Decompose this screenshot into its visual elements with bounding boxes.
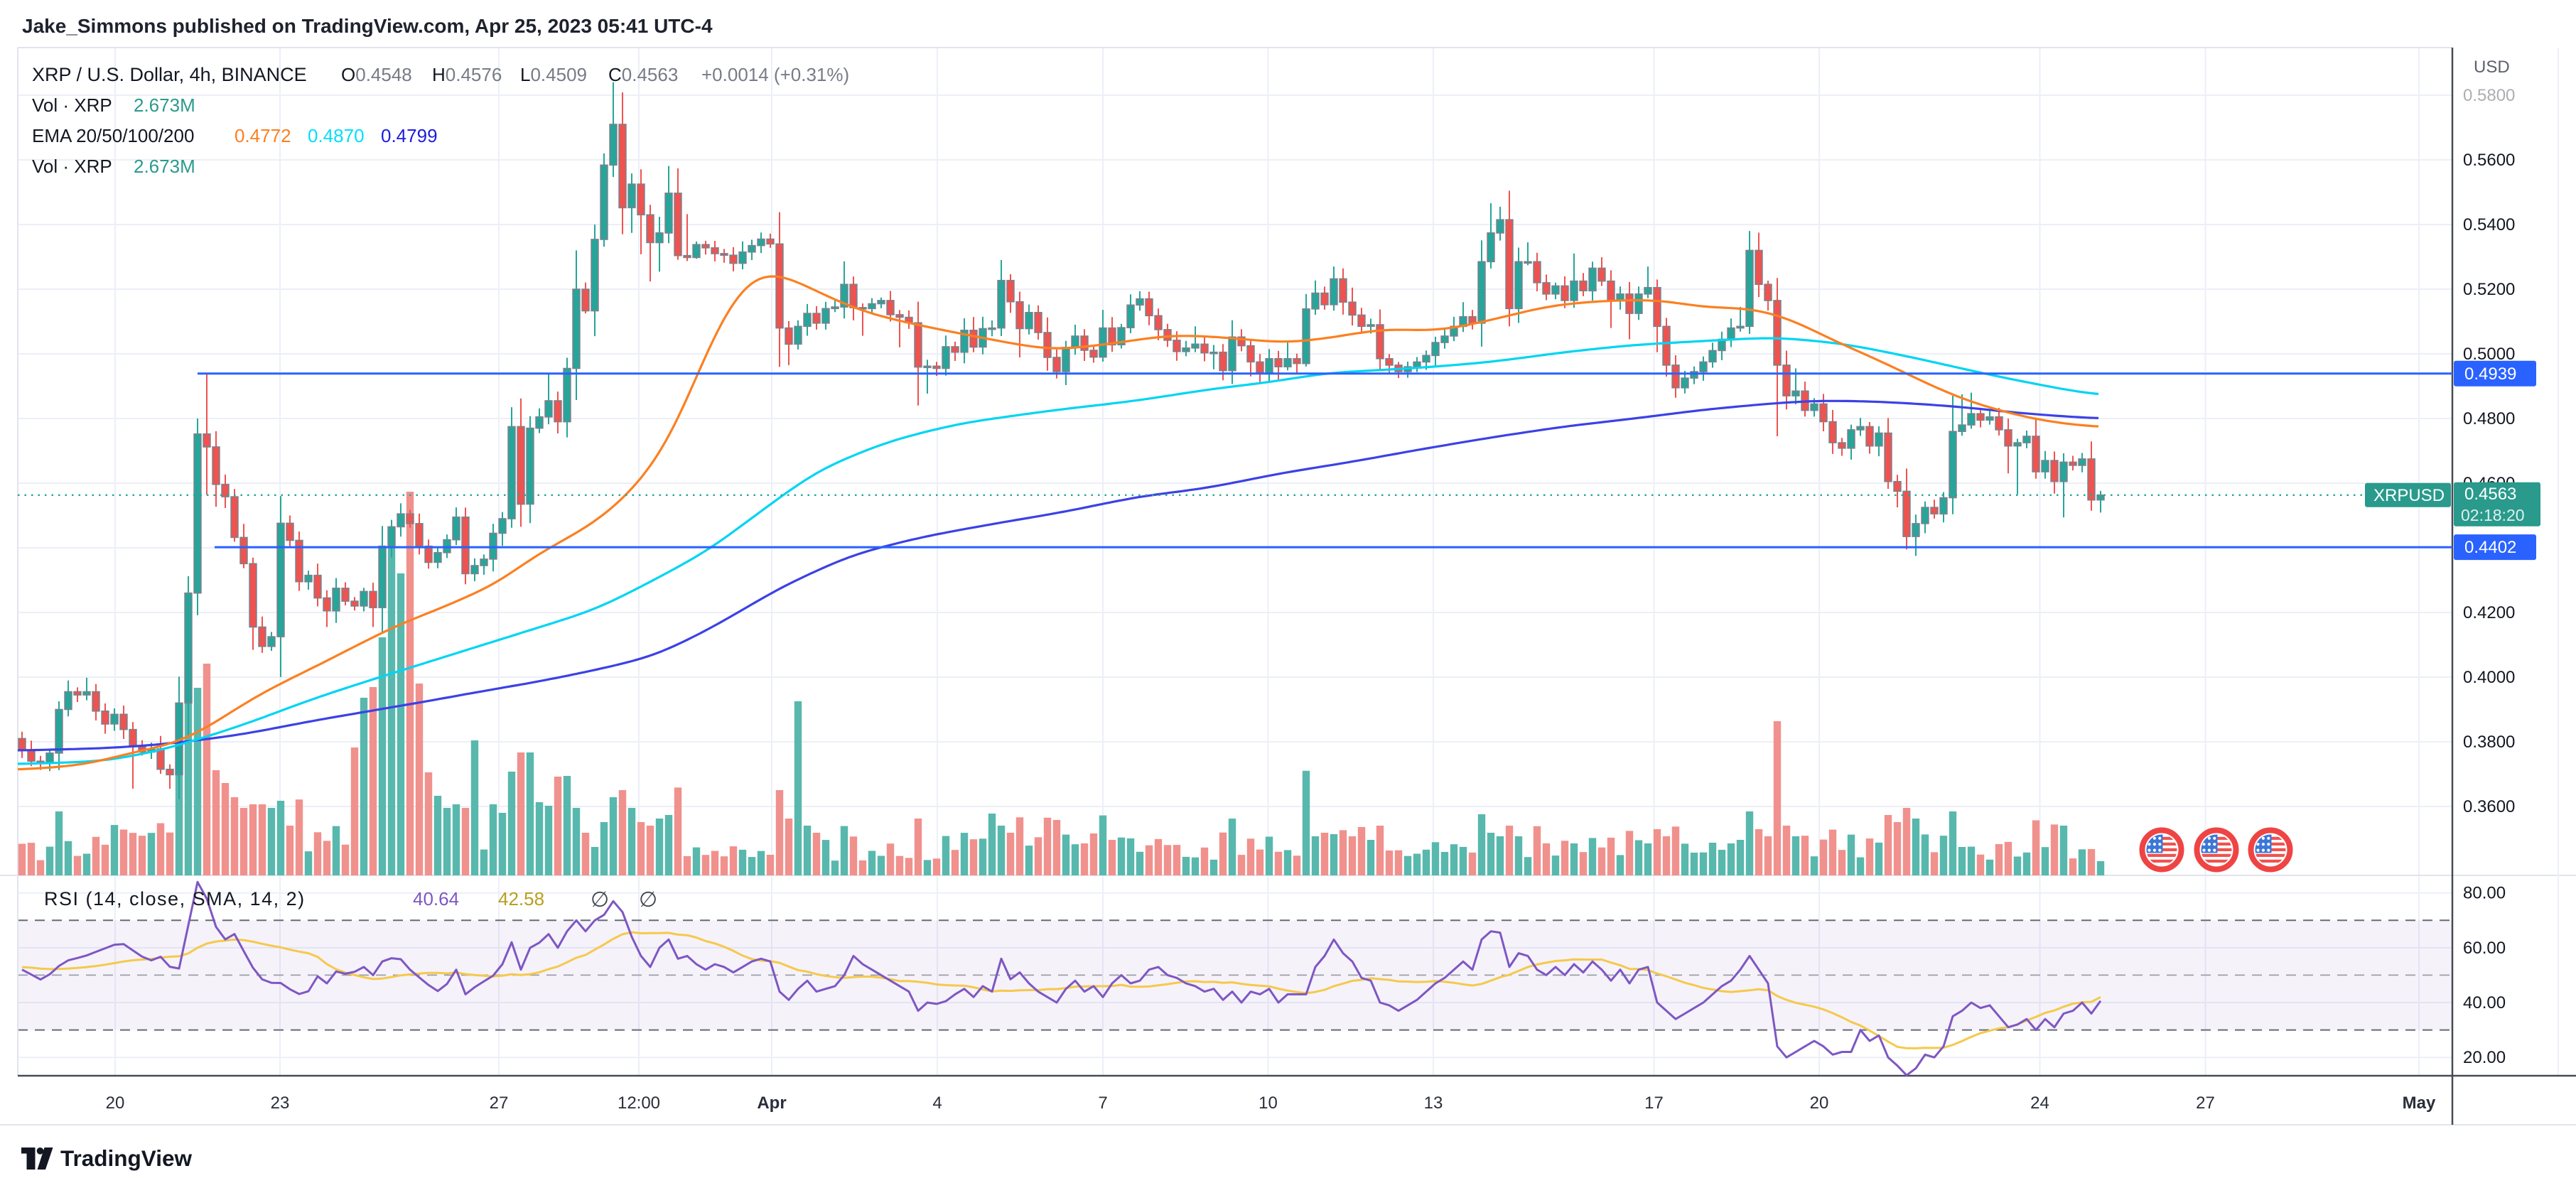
svg-text:0.5800: 0.5800 [2463,86,2515,105]
svg-text:0.4799: 0.4799 [381,125,438,146]
svg-text:0.4870: 0.4870 [308,125,365,146]
svg-text:EMA 20/50/100/200: EMA 20/50/100/200 [32,125,194,146]
svg-text:0.4200: 0.4200 [2463,603,2515,622]
svg-text:40.00: 40.00 [2463,993,2506,1012]
svg-text:H0.4576: H0.4576 [432,64,502,85]
svg-text:27: 27 [490,1094,509,1113]
svg-text:O0.4548: O0.4548 [341,64,412,85]
svg-text:0.3600: 0.3600 [2463,797,2515,816]
svg-text:0.4939: 0.4939 [2464,364,2516,384]
svg-text:60.00: 60.00 [2463,939,2506,958]
svg-text:4: 4 [932,1094,942,1113]
svg-text:27: 27 [2196,1094,2215,1113]
svg-text:0.4402: 0.4402 [2464,538,2516,557]
svg-text:0.4000: 0.4000 [2463,668,2515,687]
svg-text:12:00: 12:00 [618,1094,660,1113]
svg-text:13: 13 [1424,1094,1443,1113]
svg-text:20: 20 [1810,1094,1829,1113]
svg-text:Vol · XRP: Vol · XRP [32,94,112,116]
svg-text:∅: ∅ [591,888,609,912]
svg-text:0.5200: 0.5200 [2463,280,2515,299]
svg-text:7: 7 [1098,1094,1107,1113]
svg-text:0.3800: 0.3800 [2463,733,2515,752]
svg-text:0.4563: 0.4563 [2464,485,2516,504]
svg-text:0.4772: 0.4772 [235,125,291,146]
svg-text:24: 24 [2030,1094,2049,1113]
svg-text:23: 23 [271,1094,290,1113]
svg-text:XRPUSD: XRPUSD [2373,486,2445,505]
svg-text:L0.4509: L0.4509 [520,64,587,85]
svg-text:10: 10 [1259,1094,1278,1113]
svg-text:40.64: 40.64 [413,888,459,909]
svg-text:20: 20 [106,1094,125,1113]
svg-text:Vol · XRP: Vol · XRP [32,156,112,177]
svg-text:May: May [2403,1094,2436,1113]
svg-text:02:18:20: 02:18:20 [2461,506,2525,524]
svg-text:0.5400: 0.5400 [2463,215,2515,234]
svg-text:0.4800: 0.4800 [2463,409,2515,428]
svg-text:42.58: 42.58 [498,888,544,909]
svg-text:20.00: 20.00 [2463,1048,2506,1067]
svg-text:TradingView: TradingView [60,1145,192,1171]
svg-text:80.00: 80.00 [2463,884,2506,903]
svg-text:0.5000: 0.5000 [2463,345,2515,364]
svg-text:USD: USD [2474,58,2510,77]
svg-text:Jake_Simmons published on Trad: Jake_Simmons published on TradingView.co… [22,15,713,37]
svg-text:2.673M: 2.673M [134,94,195,116]
svg-text:RSI (14, close, SMA, 14, 2): RSI (14, close, SMA, 14, 2) [44,888,306,909]
svg-text:0.5600: 0.5600 [2463,151,2515,170]
svg-text:∅: ∅ [639,888,657,912]
svg-text:C0.4563: C0.4563 [608,64,678,85]
svg-text:2.673M: 2.673M [134,156,195,177]
svg-text:XRP / U.S. Dollar, 4h, BINANCE: XRP / U.S. Dollar, 4h, BINANCE [32,64,307,85]
svg-text:Apr: Apr [757,1094,786,1113]
svg-text:17: 17 [1644,1094,1664,1113]
svg-text:+0.0014 (+0.31%): +0.0014 (+0.31%) [701,64,849,85]
